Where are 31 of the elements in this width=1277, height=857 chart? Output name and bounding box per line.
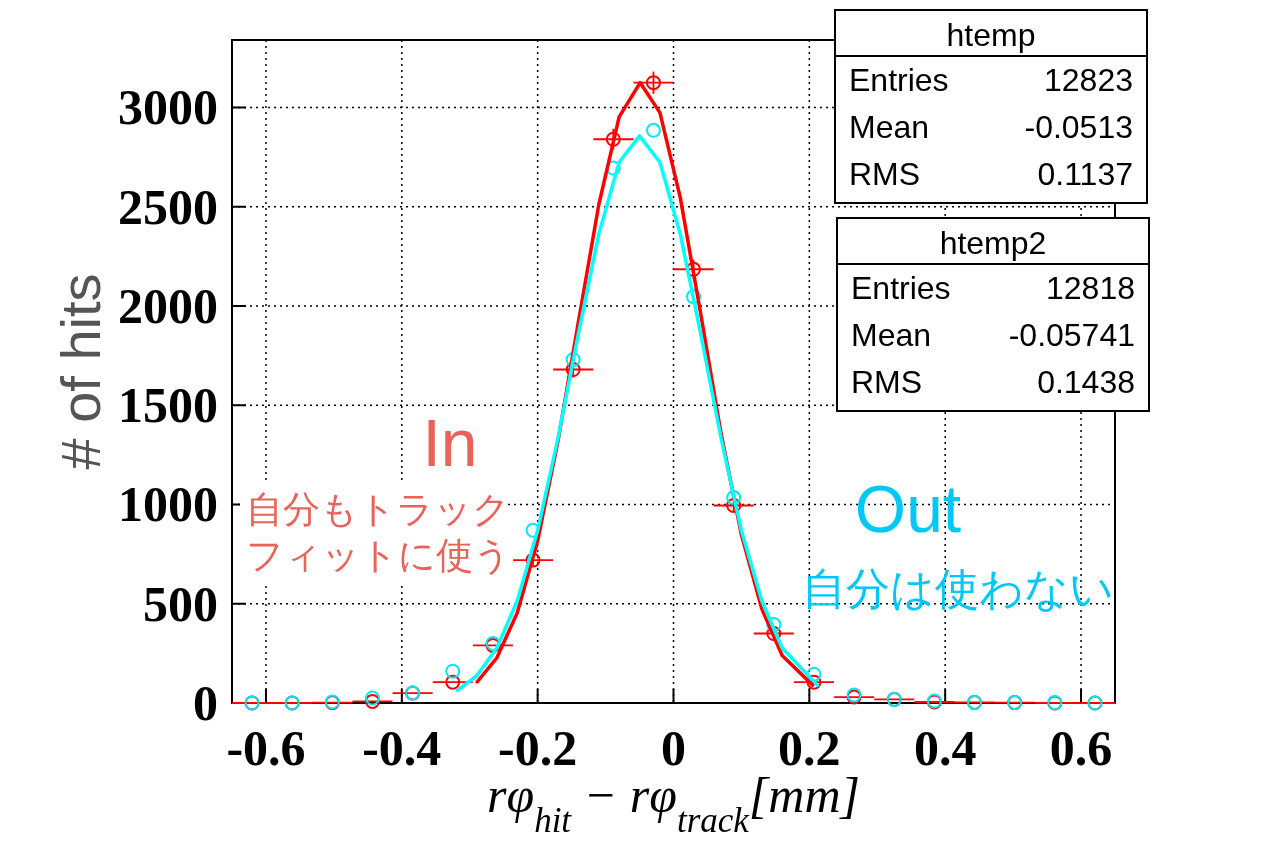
annotation: 0.1438 — [1037, 364, 1135, 400]
annotation: 自分は使わない — [802, 564, 1114, 613]
x-tick-label: 0.6 — [1049, 720, 1113, 776]
annotation: 自分もトラック — [246, 489, 510, 530]
x-tick-label: -0.6 — [226, 720, 306, 776]
y-tick-label: 2500 — [118, 178, 218, 235]
annotation: Out — [854, 472, 962, 546]
y-tick-label: 3000 — [118, 79, 218, 136]
annotation: 12818 — [1046, 270, 1135, 306]
annotation: Entries — [849, 62, 949, 98]
annotation: Mean — [849, 109, 930, 145]
y-tick-label: 1000 — [118, 476, 218, 533]
annotation: 12823 — [1044, 62, 1133, 98]
annotation: -0.0513 — [1024, 109, 1133, 145]
annotation: RMS — [851, 364, 923, 400]
x-tick-label: -0.4 — [362, 720, 442, 776]
annotation: フィットに使う — [246, 535, 511, 576]
annotation: htemp — [946, 17, 1036, 53]
y-axis-title: # of hits — [49, 273, 112, 470]
annotation: htemp2 — [939, 225, 1047, 261]
y-tick-label: 1500 — [118, 377, 218, 434]
annotation: 0.1137 — [1037, 156, 1133, 192]
annotation: -0.05741 — [1008, 317, 1135, 353]
annotation: RMS — [849, 156, 921, 192]
x-tick-label: 0.4 — [913, 720, 977, 776]
y-tick-label: 500 — [143, 575, 218, 632]
y-tick-label: 2000 — [118, 277, 218, 334]
annotation: Entries — [851, 270, 951, 306]
y-tick-label: 0 — [193, 675, 218, 731]
annotation: In — [422, 406, 478, 480]
annotation: Mean — [851, 317, 932, 353]
